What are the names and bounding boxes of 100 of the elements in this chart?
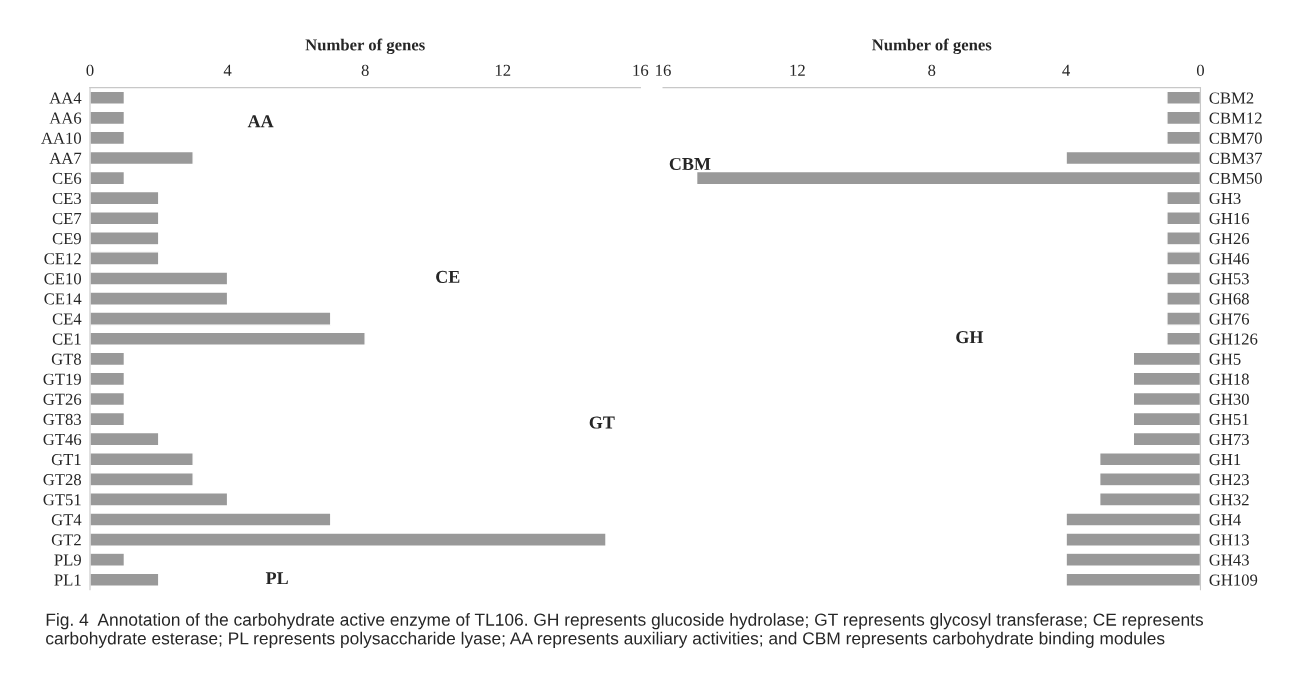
y-tick-label: GH32 xyxy=(1209,494,1249,506)
annotation: PL xyxy=(265,572,288,585)
bar xyxy=(1166,211,1201,226)
bar xyxy=(90,512,332,527)
bar xyxy=(90,170,126,186)
x-tick-label: 16 xyxy=(633,64,649,76)
y-tick-label: CBM2 xyxy=(1209,92,1254,104)
bar xyxy=(90,291,229,306)
y-tick-label: GT51 xyxy=(43,494,81,506)
bar xyxy=(90,150,194,166)
y-tick-label: GH68 xyxy=(1209,293,1249,305)
bar xyxy=(1099,452,1201,467)
bar xyxy=(1166,251,1201,266)
annotation: GT xyxy=(589,416,615,429)
y-tick-label: AA4 xyxy=(49,92,82,104)
x-tick-label: 8 xyxy=(928,64,936,76)
bar xyxy=(1166,110,1201,126)
y-tick-label: AA7 xyxy=(49,152,82,164)
bar xyxy=(1132,391,1201,407)
bar xyxy=(90,110,126,126)
bar xyxy=(90,90,126,105)
bar xyxy=(90,231,160,246)
y-tick-label: GH5 xyxy=(1209,353,1241,365)
y-tick-label: PL1 xyxy=(54,574,81,586)
x-axis-title: Number of genes xyxy=(872,38,992,55)
y-tick-label: GH109 xyxy=(1209,574,1258,586)
bar xyxy=(90,190,160,206)
y-tick-label: GT19 xyxy=(43,373,81,385)
bar xyxy=(90,452,194,467)
bar xyxy=(90,251,160,266)
y-tick-label: GH126 xyxy=(1209,333,1258,345)
annotation: AA xyxy=(247,115,274,128)
y-tick-label: GT28 xyxy=(43,474,82,486)
annotation: CE xyxy=(436,270,460,283)
bar xyxy=(695,170,1201,186)
y-tick-label: GH1 xyxy=(1209,453,1241,466)
y-tick-label: GT2 xyxy=(51,534,81,546)
y-tick-label: GH43 xyxy=(1209,554,1249,566)
y-tick-label: CE4 xyxy=(52,313,82,325)
y-tick-label: GH18 xyxy=(1209,373,1249,385)
bar xyxy=(1065,512,1201,527)
y-tick-label: GT26 xyxy=(43,393,82,405)
bar xyxy=(1132,371,1201,387)
bar xyxy=(90,391,126,407)
bar xyxy=(1166,331,1201,346)
y-tick-label: AA6 xyxy=(49,112,82,124)
y-tick-label: CE7 xyxy=(52,212,82,225)
x-axis-title: Number of genes xyxy=(305,38,425,55)
y-tick-label: CE12 xyxy=(44,253,81,265)
y-tick-label: GT1 xyxy=(51,453,81,466)
y-tick-label: GH51 xyxy=(1209,413,1249,426)
y-tick-label: CBM37 xyxy=(1209,152,1263,164)
bar xyxy=(1166,311,1201,326)
bar xyxy=(1132,411,1201,427)
y-tick-label: GH23 xyxy=(1209,474,1249,486)
bar xyxy=(90,371,126,387)
x-tick-label: 0 xyxy=(86,64,94,76)
bar xyxy=(90,492,229,507)
y-tick-label: GT8 xyxy=(51,353,82,365)
y-tick-label: GH30 xyxy=(1209,393,1249,405)
bar xyxy=(90,271,229,286)
caption: Fig. 4 Annotation of the carbohydrate active enzyme of TL106. GH represents glucoside hydrolase; GT represents glycosyl transferase; CE represents carbohydrate esterase; PL represents polysaccharide lyase; AA represents auxiliary activities; and CBM represents carbohydrate binding modules xyxy=(46,613,1204,648)
bar xyxy=(1099,472,1201,487)
bar xyxy=(90,130,126,146)
bar xyxy=(90,211,160,226)
y-tick-label: CE1 xyxy=(52,333,81,345)
bar xyxy=(90,572,160,587)
bar xyxy=(90,472,194,487)
y-tick-label: CBM12 xyxy=(1209,112,1262,124)
bar xyxy=(1065,532,1201,547)
annotation: CBM xyxy=(669,157,711,171)
bar xyxy=(1166,90,1201,105)
y-tick-label: GH73 xyxy=(1209,433,1249,446)
y-tick-label: CE6 xyxy=(52,172,82,185)
y-tick-label: AA10 xyxy=(41,132,82,144)
bar xyxy=(90,431,160,447)
y-tick-label: GH13 xyxy=(1209,534,1249,546)
bar xyxy=(1166,190,1201,206)
y-tick-label: CBM50 xyxy=(1209,172,1262,185)
x-tick-label: 12 xyxy=(790,64,805,76)
y-tick-label: CE14 xyxy=(44,293,82,305)
bar xyxy=(90,351,126,367)
bar xyxy=(90,311,332,326)
y-tick-label: GH3 xyxy=(1209,192,1241,205)
bar xyxy=(1065,552,1201,567)
y-tick-label: CE3 xyxy=(52,192,82,205)
y-tick-label: GH16 xyxy=(1209,212,1250,225)
bar xyxy=(90,532,607,547)
x-tick-label: 16 xyxy=(656,64,671,76)
bar xyxy=(90,552,126,567)
y-tick-label: CE9 xyxy=(52,233,81,245)
bar xyxy=(1166,231,1201,246)
bar xyxy=(1099,492,1201,507)
y-tick-label: GH76 xyxy=(1209,313,1250,325)
x-tick-label: 4 xyxy=(223,64,232,76)
y-tick-label: GT4 xyxy=(51,514,82,526)
bar xyxy=(90,411,126,427)
bar xyxy=(1166,291,1201,306)
bar xyxy=(1065,150,1201,166)
bar xyxy=(1132,351,1201,367)
